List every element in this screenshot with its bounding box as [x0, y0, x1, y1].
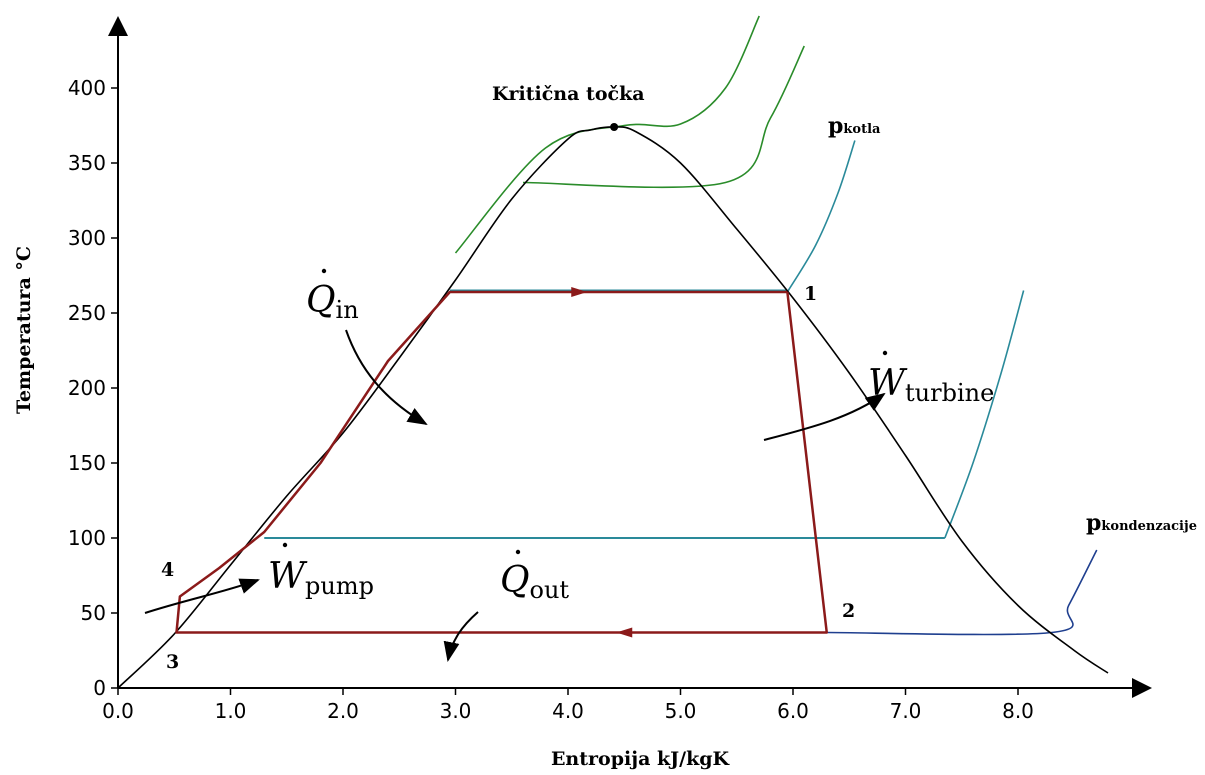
y-tick-label: 100: [68, 526, 106, 550]
q-out-arrow: [443, 611, 479, 662]
y-axis-title: Temperatura °C: [13, 246, 35, 414]
w-turbine-annotation: Wturbine: [763, 350, 994, 441]
condenser-pressure-symbol: p: [1086, 510, 1101, 536]
q-in-subscript: in: [336, 296, 359, 324]
x-tick-label: 3.0: [440, 699, 472, 723]
boiler-pressure-sub: kotla: [843, 122, 881, 137]
svg-text:Qin: Qin: [306, 280, 359, 324]
y-tick-label: 50: [81, 601, 106, 625]
critical-point-marker: [610, 123, 619, 131]
saturation-dome: [117, 126, 1109, 689]
x-tick-label: 8.0: [1002, 699, 1034, 723]
x-tick-label: 7.0: [890, 699, 922, 723]
state-label-4: 4: [161, 559, 174, 581]
q-in-annotation: Qin: [306, 268, 428, 426]
x-tick-label: 4.0: [552, 699, 584, 723]
state-label-2: 2: [842, 600, 855, 622]
rankine-cycle: [175, 287, 828, 638]
condenser-pressure-sub: kondenzacije: [1101, 519, 1197, 534]
isobar-lines: [264, 15, 1098, 636]
q-out-symbol: Q: [500, 560, 530, 601]
isobar-line-1: [786, 140, 856, 293]
x-axis-title: Entropija kJ/kgK: [551, 748, 731, 770]
critical-point-label: Kritična točka: [492, 83, 645, 105]
x-tick-label: 1.0: [215, 699, 247, 723]
saturation-curve: [117, 126, 1109, 689]
x-tick-label: 2.0: [327, 699, 359, 723]
cycle-arrow-top: [571, 287, 588, 297]
state-label-3: 3: [166, 651, 179, 673]
y-tick-label: 150: [68, 451, 106, 475]
w-pump-symbol: W: [268, 556, 308, 597]
isobar-line-5: [454, 15, 760, 254]
q-in-symbol: Q: [306, 280, 336, 321]
y-ticks: 0 50 100 150 200 250 300 350 400: [68, 76, 118, 700]
boiler-pressure-symbol: p: [828, 113, 843, 139]
isobar-line-3: [826, 549, 1098, 636]
w-pump-arrow: [144, 578, 260, 614]
w-turbine-subscript: turbine: [905, 379, 994, 407]
w-pump-subscript: pump: [305, 572, 374, 600]
q-out-annotation: Qout: [443, 549, 569, 662]
w-pump-annotation: Wpump: [144, 542, 374, 614]
y-tick-label: 200: [68, 376, 106, 400]
x-tick-label: 5.0: [665, 699, 697, 723]
y-tick-label: 300: [68, 226, 106, 250]
isobar-line-4: [522, 45, 805, 189]
svg-text:Wturbine: Wturbine: [868, 363, 994, 407]
y-tick-label: 0: [93, 676, 106, 700]
boiler-pressure-label: pkotla: [828, 113, 881, 139]
q-out-dot: [515, 549, 521, 555]
q-out-subscript: out: [530, 576, 570, 604]
state-label-1: 1: [804, 283, 817, 305]
w-turbine-dot: [882, 350, 888, 356]
svg-text:Wpump: Wpump: [268, 556, 374, 600]
y-tick-label: 400: [68, 76, 106, 100]
y-tick-label: 350: [68, 151, 106, 175]
w-pump-dot: [282, 542, 288, 548]
svg-text:Qout: Qout: [500, 560, 569, 604]
cycle-path: [175, 290, 828, 634]
x-ticks: 0.0 1.0 2.0 3.0 4.0 5.0 6.0 7.0 8.0: [102, 688, 1034, 723]
q-in-arrow: [345, 329, 428, 426]
condenser-pressure-label: pkondenzacije: [1086, 510, 1197, 536]
w-turbine-arrow: [763, 392, 886, 441]
cycle-arrow-bottom: [616, 627, 633, 638]
y-tick-label: 250: [68, 301, 106, 325]
q-in-dot: [321, 268, 327, 274]
x-tick-label: 0.0: [102, 699, 134, 723]
w-turbine-symbol: W: [868, 363, 908, 404]
x-tick-label: 6.0: [777, 699, 809, 723]
isobar-line-2: [944, 290, 1025, 539]
